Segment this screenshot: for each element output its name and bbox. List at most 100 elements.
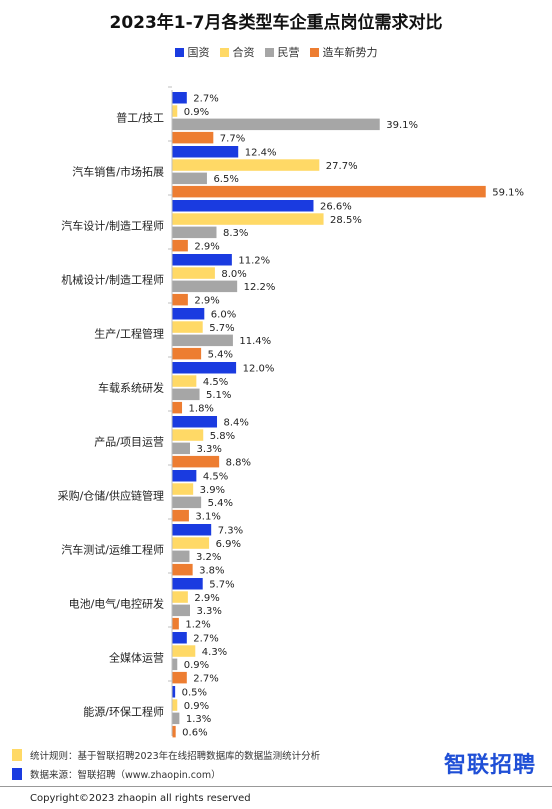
bar (172, 429, 204, 441)
bar-value-label: 0.9% (184, 107, 209, 118)
bar-value-label: 8.4% (224, 418, 249, 429)
bar-value-label: 5.1% (206, 390, 231, 401)
legend-label: 合资 (232, 46, 255, 59)
bar (172, 159, 320, 171)
bar-value-label: 0.6% (182, 727, 207, 738)
bar (172, 604, 190, 617)
bar (172, 509, 189, 522)
data-source-note: 数据来源：智联招聘（www.zhaopin.com） (12, 767, 221, 781)
legend-swatch (219, 47, 229, 57)
bar (172, 524, 212, 536)
bar (172, 658, 178, 671)
bar-value-label: 5.4% (208, 498, 233, 509)
bar (172, 550, 190, 563)
bar-value-label: 1.8% (189, 403, 214, 414)
bar (172, 401, 183, 414)
legend-item-jv: 合资 (219, 44, 255, 60)
bar-value-label: 1.3% (186, 714, 211, 725)
bar-value-label: 2.9% (194, 241, 219, 252)
bar (172, 267, 215, 279)
bar (172, 375, 197, 387)
legend-item-private: 民营 (264, 44, 300, 60)
bar-value-label: 27.7% (326, 161, 358, 172)
bar-value-label: 8.3% (223, 228, 248, 239)
zhaopin-logo: 智联招聘 (444, 753, 537, 778)
category-label: 全媒体运营 (109, 651, 164, 665)
data-source-text: 数据来源：智联招聘（www.zhaopin.com） (30, 770, 221, 781)
legend-label: 民营 (277, 46, 300, 59)
bar-chart: 普工/技工 2.7% 0.9% 39.1% 7.7% 汽车销售/市场拓展 12.4% 27.7… (58, 86, 524, 738)
bar-value-label: 7.7% (220, 133, 245, 144)
bar-value-label: 6.5% (213, 174, 238, 185)
bar (172, 92, 187, 104)
bar (172, 321, 203, 333)
bar (172, 442, 190, 455)
bar-value-label: 6.9% (216, 539, 241, 550)
bar-value-label: 5.7% (209, 580, 234, 591)
category-label: 产品/项目运营 (94, 435, 164, 449)
bar (172, 213, 324, 225)
bar-value-label: 3.3% (196, 606, 221, 617)
bar-value-label: 3.2% (196, 552, 221, 563)
bar-value-label: 2.7% (193, 634, 218, 645)
bar-value-label: 2.7% (193, 94, 218, 105)
bar (172, 200, 314, 212)
bar (172, 483, 194, 495)
category-label: 普工/技工 (116, 111, 164, 125)
bar (172, 254, 232, 266)
bar (172, 455, 220, 468)
bar-value-label: 0.9% (184, 660, 209, 671)
legend-label: 造车新势力 (322, 46, 378, 59)
bar (172, 632, 187, 644)
category-label: 机械设计/制造工程师 (61, 273, 164, 287)
bar-value-label: 8.0% (221, 269, 246, 280)
bar-value-label: 3.8% (199, 565, 224, 576)
category-label: 采购/仓储/供应链管理 (58, 489, 164, 503)
bar-value-label: 12.2% (244, 282, 276, 293)
bar-value-label: 0.9% (184, 701, 209, 712)
bar-value-label: 0.5% (182, 688, 207, 699)
chart-title: 2023年1-7月各类型车企重点岗位需求对比 (109, 13, 443, 33)
bar (172, 537, 210, 549)
bar-value-label: 1.2% (185, 619, 210, 630)
bar-value-label: 2.9% (194, 295, 219, 306)
category-label: 汽车测试/运维工程师 (61, 543, 164, 557)
bar (172, 496, 202, 509)
bar (172, 172, 207, 185)
bar (172, 686, 176, 698)
bar (172, 617, 179, 630)
copyright-text: Copyright©2023 zhaopin all rights reserv… (30, 793, 251, 804)
category-label: 电池/电气/电控研发 (69, 597, 164, 611)
bar-value-label: 3.3% (196, 444, 221, 455)
bar-value-label: 28.5% (330, 215, 362, 226)
stat-rule-note: 统计规则：基于智联招聘2023年在线招聘数据库的数据监测统计分析 (12, 748, 320, 762)
bar-value-label: 39.1% (386, 120, 418, 131)
legend-swatch (174, 47, 184, 57)
bar (172, 293, 188, 306)
legend-swatch (309, 47, 319, 57)
bar (172, 226, 217, 239)
stat-rule-text: 统计规则：基于智联招聘2023年在线招聘数据库的数据监测统计分析 (30, 751, 321, 762)
bar-value-label: 4.5% (203, 472, 228, 483)
bar-value-label: 2.7% (193, 673, 218, 684)
legend-swatch (264, 47, 274, 57)
legend-item-new-forces: 造车新势力 (309, 44, 378, 60)
bar (172, 671, 187, 684)
category-label: 汽车销售/市场拓展 (72, 165, 164, 179)
bar (172, 146, 239, 158)
bar-value-label: 4.3% (202, 647, 227, 658)
bar-value-label: 7.3% (218, 526, 243, 537)
bar (172, 347, 202, 360)
bar-value-label: 5.4% (208, 349, 233, 360)
bar-value-label: 4.5% (203, 377, 228, 388)
bar (172, 416, 218, 428)
category-label: 汽车设计/制造工程师 (61, 219, 164, 233)
bar-value-label: 59.1% (492, 187, 524, 198)
bar (172, 563, 193, 576)
bar-value-label: 11.4% (239, 336, 271, 347)
bar (172, 591, 188, 603)
bar (172, 334, 233, 347)
data-source-marker (12, 768, 22, 780)
bar-value-label: 5.7% (209, 323, 234, 334)
bar (172, 699, 178, 711)
